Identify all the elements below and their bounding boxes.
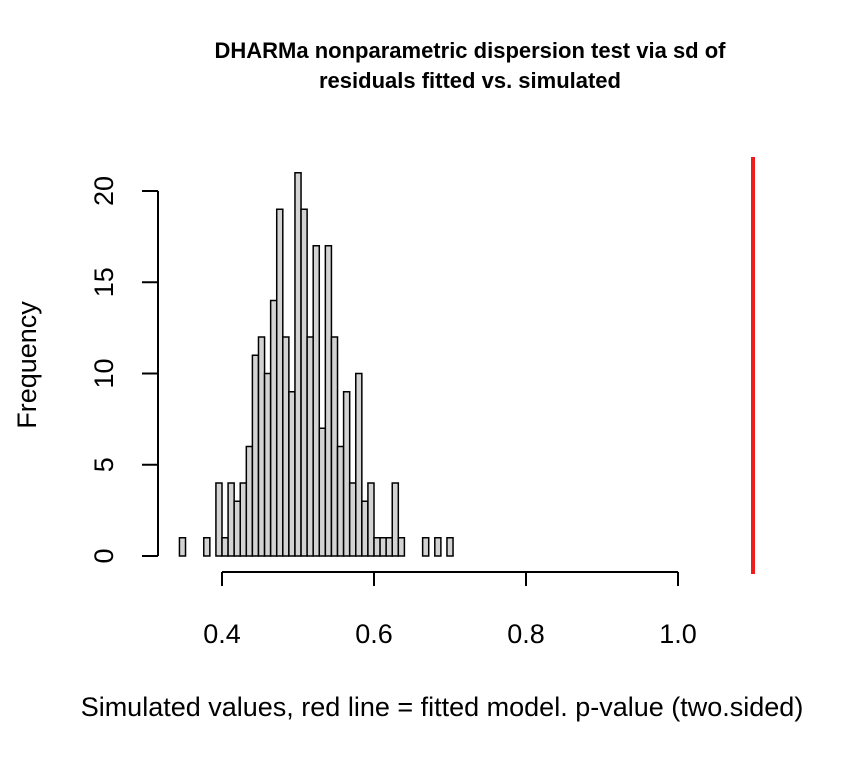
histogram-bar	[251, 354, 260, 557]
histogram-bar	[227, 482, 235, 557]
histogram-bar	[342, 391, 351, 557]
histogram-bar	[361, 500, 369, 557]
histogram-bar	[306, 336, 314, 557]
histogram-bar	[178, 537, 187, 557]
histogram-bar	[312, 245, 321, 557]
y-tick-label: 20	[89, 176, 119, 206]
histogram-bars	[178, 172, 454, 557]
y-tick-label: 10	[89, 358, 119, 388]
histogram-bar	[269, 299, 278, 557]
histogram-bar	[397, 537, 406, 557]
x-axis-label: Simulated values, red line = fitted mode…	[80, 692, 804, 722]
histogram-bar	[233, 500, 241, 557]
histogram-bar	[318, 427, 327, 557]
histogram-bar	[288, 391, 296, 557]
histogram-bar	[336, 445, 345, 557]
histogram-bar	[239, 482, 248, 557]
histogram-bar	[446, 537, 454, 557]
histogram-bar	[434, 537, 442, 557]
chart-title-line-2: residuals fitted vs. simulated	[319, 68, 621, 93]
histogram-bar	[373, 537, 381, 557]
y-tick-label: 0	[89, 548, 119, 563]
histogram-bar	[330, 336, 339, 557]
chart-title-line-1: DHARMa nonparametric dispersion test via…	[214, 38, 726, 63]
x-tick-label: 0.4	[203, 619, 241, 649]
y-tick-label: 15	[89, 267, 119, 297]
histogram-bar	[275, 208, 284, 557]
histogram-bar	[282, 336, 290, 557]
x-tick-label: 1.0	[659, 619, 697, 649]
histogram-bar	[300, 208, 308, 557]
y-axis: 0 5 10 15 20	[89, 176, 159, 564]
histogram-bar	[385, 537, 393, 557]
histogram-bar	[257, 336, 266, 557]
histogram-bar	[215, 482, 223, 557]
histogram-bar	[263, 372, 272, 557]
histogram-bar	[355, 372, 363, 557]
y-tick-label: 5	[89, 457, 119, 472]
histogram-bar	[421, 537, 430, 557]
x-tick-label: 0.6	[355, 619, 393, 649]
histogram-bar	[367, 482, 375, 557]
histogram-bar	[203, 537, 211, 557]
histogram-bar	[348, 482, 357, 557]
x-tick-label: 0.8	[507, 619, 545, 649]
histogram-bar	[221, 537, 229, 557]
x-axis: 0.4 0.6 0.8 1.0	[203, 571, 697, 649]
histogram-bar	[324, 245, 333, 557]
histogram-bar	[294, 172, 302, 557]
histogram-bar	[245, 445, 254, 557]
histogram-bar	[391, 482, 400, 557]
y-axis-label: Frequency	[12, 301, 42, 429]
histogram-bar	[379, 537, 387, 557]
